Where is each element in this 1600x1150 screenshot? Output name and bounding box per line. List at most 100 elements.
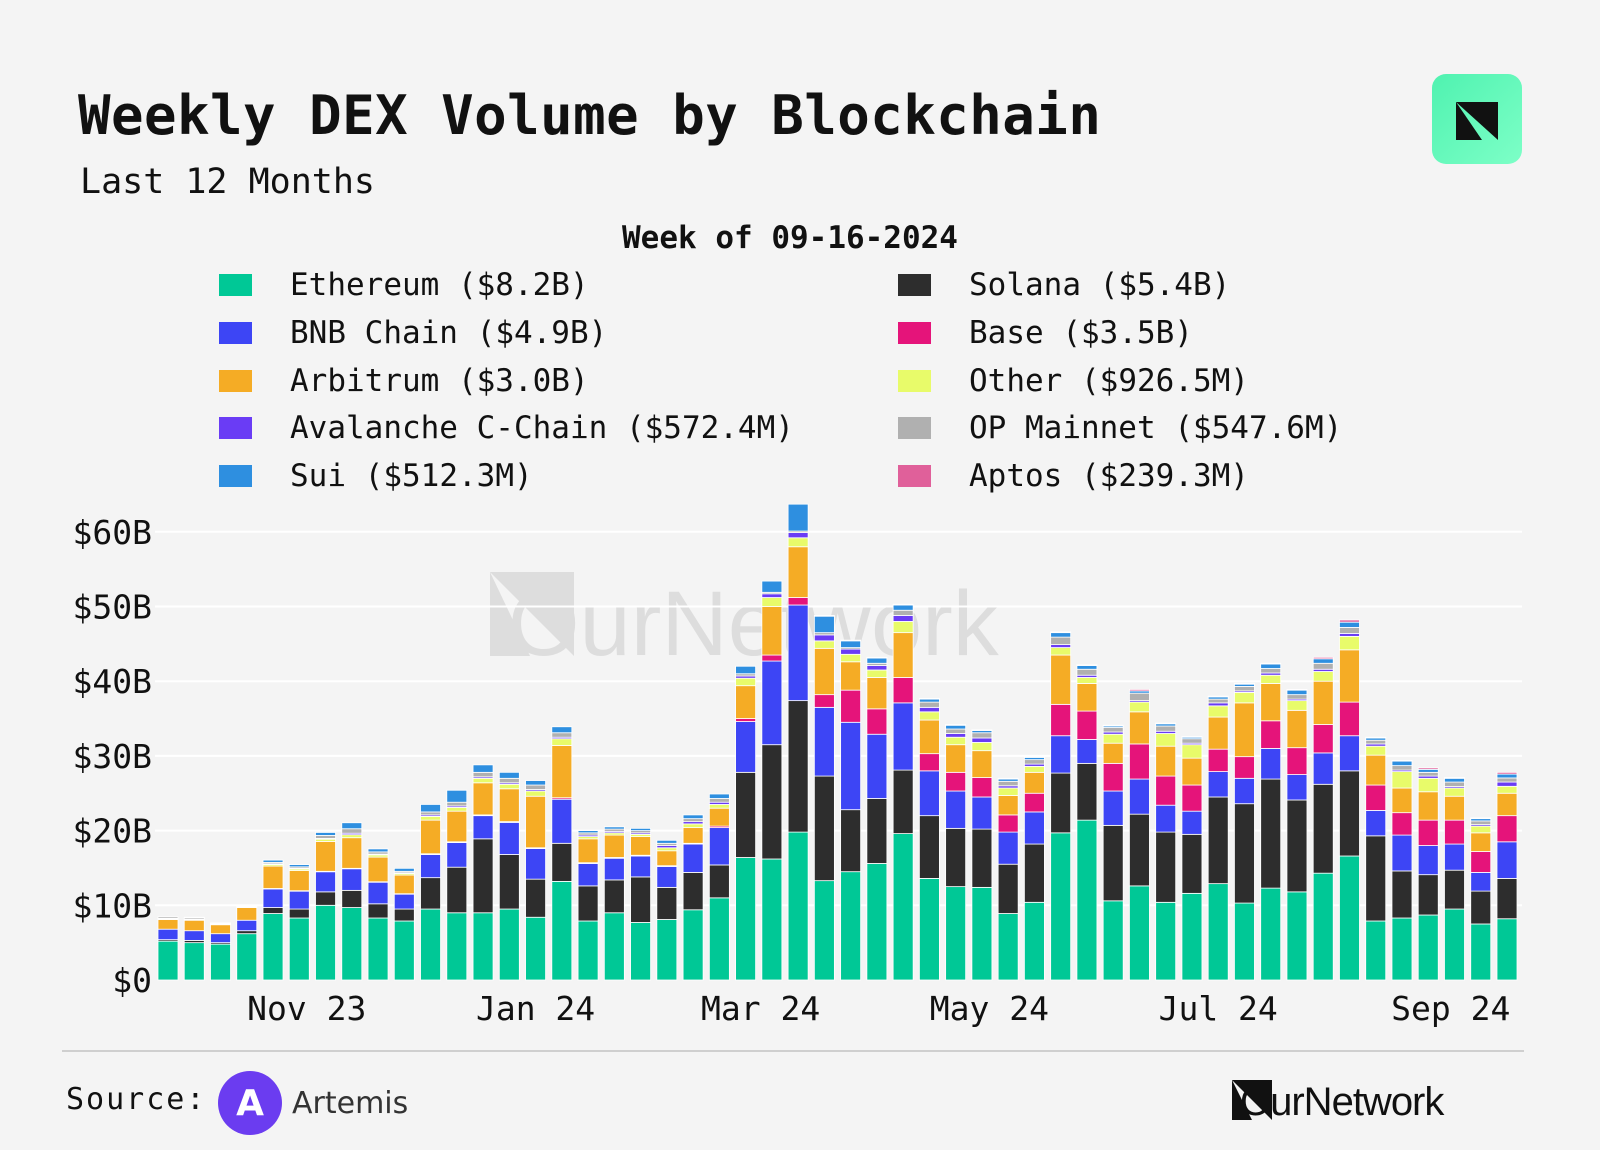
bar-segment-ethereum [945, 886, 967, 981]
bar-segment-aptos [918, 697, 940, 700]
bar-segment-bnb-chain [1207, 771, 1229, 798]
bar-segment-base [1312, 724, 1334, 754]
bar-segment-aptos [840, 639, 862, 642]
legend-swatch [898, 370, 931, 392]
bar-segment-op-mainnet [1286, 694, 1308, 700]
bar-segment-arbitrum [157, 919, 179, 930]
legend-label: Aptos [969, 458, 1063, 494]
bar-segment-bnb-chain [393, 893, 415, 910]
bar-segment-ethereum [1391, 917, 1413, 981]
bar-segment-ethereum [525, 916, 546, 981]
bar-segment-sui [603, 826, 625, 830]
legend-label: OP Mainnet [969, 410, 1156, 446]
bar-segment-bnb-chain [761, 660, 783, 746]
bar-segment-base [1155, 775, 1177, 806]
bar-segment-aptos [1470, 817, 1492, 820]
watermark-text: OurNetwork [508, 573, 999, 675]
bar-segment-other [1181, 744, 1203, 759]
bar-segment-solana [1234, 803, 1255, 904]
bar-segment-arbitrum [1286, 709, 1308, 749]
bar-segment-solana [945, 827, 967, 888]
bar-segment-aptos [971, 729, 993, 731]
bar-segment-other [892, 621, 914, 634]
bar-segment-base [1391, 812, 1413, 836]
bar-segment-sui [761, 580, 783, 593]
bar-segment-other [1076, 677, 1098, 684]
bar-segment-aptos [1286, 689, 1308, 691]
bar-segment-op-mainnet [1417, 771, 1439, 777]
bar-segment-bnb-chain [1391, 834, 1413, 872]
bar-segment-ethereum [1234, 902, 1255, 981]
bar-segment-op-mainnet [945, 728, 967, 734]
bar-segment-ethereum [840, 871, 862, 981]
bar-segment-avalanche-c-chain [971, 737, 993, 743]
bar-segment-bnb-chain [1076, 739, 1098, 764]
bar-segment-other [1234, 692, 1255, 704]
bar-segment-op-mainnet [997, 780, 1019, 787]
bar-segment-ethereum [787, 831, 809, 981]
bar-segment-bnb-chain [997, 831, 1019, 865]
brand-name: OurNetwork [1240, 1080, 1444, 1124]
x-tick-label: Jan 24 [476, 989, 595, 1028]
bar-segment-base [892, 677, 914, 704]
bar-segment-op-mainnet [682, 818, 704, 823]
bar-segment-bnb-chain [472, 815, 494, 840]
ournetwork-logo-icon [1432, 74, 1522, 164]
legend-label: Sui [290, 458, 346, 494]
bar-segment-ethereum [551, 880, 573, 981]
bar-segment-sui [1339, 621, 1360, 628]
bar-segment-aptos [1024, 756, 1045, 758]
bar-segment-aptos [1234, 683, 1255, 685]
bar-segment-sui [577, 830, 599, 834]
legend-value: ($512.3M) [364, 458, 533, 494]
bar-segment-bnb-chain [1286, 774, 1308, 801]
bar-segment-op-mainnet [708, 798, 730, 803]
bar-segment-other [420, 816, 441, 821]
bar-segment-arbitrum [1076, 683, 1098, 712]
bar-segment-bnb-chain [682, 843, 704, 873]
bar-segment-bnb-chain [1417, 845, 1439, 876]
bar-segment-base [1129, 743, 1150, 780]
y-tick-label: $30B [73, 737, 152, 776]
bar-segment-arbitrum [1155, 745, 1177, 777]
bar-segment-arbitrum [341, 837, 363, 869]
bar-segment-ethereum [1417, 914, 1439, 981]
bar-segment-sui [1417, 768, 1439, 773]
bar-segment-aptos [1155, 722, 1177, 725]
bar-segment-op-mainnet [971, 732, 993, 739]
bar-segment-bnb-chain [420, 854, 441, 879]
bar-segment-ethereum [761, 858, 783, 981]
bar-segment-ethereum [367, 917, 389, 981]
bar-segment-sui [420, 804, 441, 813]
bar-segment-other [1312, 671, 1334, 682]
bar-segment-sui [262, 859, 284, 863]
bar-segment-arbitrum [1024, 771, 1045, 794]
bar-segment-solana [1391, 870, 1413, 919]
bar-segment-bnb-chain [1312, 752, 1334, 785]
legend-value: ($239.3M) [1081, 458, 1249, 494]
bar-segment-arbitrum [498, 788, 520, 823]
bar-segment-solana [1496, 878, 1518, 920]
bar-segment-solana [813, 775, 835, 882]
bar-segment-base [787, 597, 809, 606]
bar-segment-ethereum [183, 942, 205, 981]
bar-segment-ethereum [1076, 819, 1098, 981]
bar-segment-other [735, 677, 757, 687]
y-tick-label: $10B [73, 886, 152, 925]
bar-segment-arbitrum [236, 907, 258, 921]
bar-segment-bnb-chain [813, 706, 835, 777]
chart-title: Weekly DEX Volume by Blockchain [78, 84, 1102, 147]
x-tick-label: May 24 [930, 989, 1049, 1028]
bar-segment-solana [630, 876, 651, 923]
bar-segment-other [1129, 701, 1150, 713]
y-tick-label: $20B [73, 812, 152, 851]
bar-segment-aptos [1391, 759, 1413, 762]
bar-segment-ethereum [1024, 901, 1045, 981]
bar-segment-ethereum [708, 897, 730, 981]
bar-segment-arbitrum [288, 870, 310, 892]
bar-segment-other [945, 736, 967, 746]
bar-segment-op-mainnet [157, 916, 179, 919]
bar-segment-sui [813, 615, 835, 634]
bar-segment-base [1024, 792, 1045, 813]
bar-segment-solana [551, 842, 573, 882]
